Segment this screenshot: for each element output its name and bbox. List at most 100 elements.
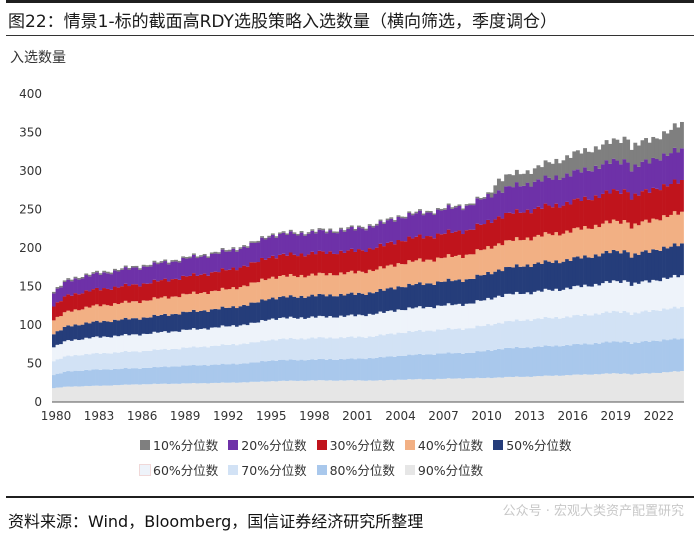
area-bar-70%分位数 [493, 323, 498, 350]
area-bar-80%分位数 [557, 346, 562, 376]
area-bar-40%分位数 [285, 276, 290, 298]
area-bar-10%分位数 [120, 268, 125, 270]
area-bar-80%分位数 [84, 369, 89, 386]
area-bar-90%分位数 [575, 374, 580, 402]
area-bar-50%分位数 [536, 262, 541, 291]
area-bar-50%分位数 [267, 299, 272, 320]
area-bar-40%分位数 [59, 316, 64, 331]
area-bar-30%分位数 [665, 186, 670, 218]
area-bar-40%分位数 [281, 275, 286, 297]
area-bar-20%分位数 [482, 198, 487, 225]
area-bar-70%分位数 [435, 329, 440, 354]
area-bar-50%分位数 [116, 320, 121, 337]
area-bar-50%分位数 [543, 260, 548, 289]
area-bar-60%分位数 [479, 300, 483, 327]
area-bar-30%分位数 [209, 272, 214, 292]
area-bar-70%分位数 [152, 349, 157, 367]
area-bar-10%分位数 [206, 256, 211, 258]
area-bar-30%分位数 [475, 223, 480, 250]
area-bar-30%分位数 [507, 212, 512, 241]
area-bar-80%分位数 [260, 361, 265, 382]
area-bar-90%分位数 [374, 380, 379, 402]
area-bar-20%分位数 [209, 254, 214, 273]
area-bar-40%分位数 [572, 228, 577, 258]
area-bar-80%分位数 [468, 352, 473, 379]
area-bar-50%分位数 [353, 294, 358, 317]
area-bar-60%分位数 [299, 317, 304, 339]
area-bar-30%分位数 [658, 190, 663, 221]
area-bar-90%分位数 [611, 373, 616, 402]
area-bar-80%分位数 [561, 345, 566, 376]
area-bar-50%分位数 [590, 257, 595, 287]
area-bar-30%分位数 [496, 216, 501, 244]
area-bar-20%分位数 [299, 232, 304, 254]
area-bar-20%分位数 [468, 205, 473, 230]
area-bar-90%分位数 [378, 380, 383, 402]
area-bar-70%分位数 [479, 326, 483, 352]
area-bar-30%分位数 [504, 212, 509, 241]
area-bar-60%分位数 [486, 297, 491, 325]
area-bar-60%分位数 [550, 290, 555, 319]
y-tick-label: 200 [19, 241, 42, 255]
area-bar-70%分位数 [446, 327, 451, 353]
area-bar-50%分位数 [270, 297, 275, 319]
area-bar-70%分位数 [457, 328, 462, 353]
area-bar-90%分位数 [105, 385, 110, 402]
area-bar-20%分位数 [557, 179, 562, 208]
area-bar-50%分位数 [73, 324, 78, 340]
area-bar-80%分位数 [134, 368, 139, 385]
area-bar-30%分位数 [113, 286, 117, 304]
area-bar-50%分位数 [367, 292, 372, 314]
area-bar-60%分位数 [353, 316, 358, 338]
area-bar-10%分位数 [629, 149, 634, 172]
area-bar-20%分位数 [170, 261, 175, 280]
area-bar-30%分位数 [586, 199, 591, 229]
area-bar-90%分位数 [134, 384, 139, 402]
area-bar-10%分位数 [636, 145, 641, 167]
area-bar-10%分位数 [482, 197, 487, 199]
area-bar-90%分位数 [392, 380, 397, 402]
area-bar-60%分位数 [647, 282, 652, 312]
area-bar-80%分位数 [522, 347, 526, 377]
area-bar-20%分位数 [568, 176, 573, 205]
area-bar-90%分位数 [425, 379, 430, 402]
area-bar-80%分位数 [360, 358, 365, 381]
area-bar-70%分位数 [296, 339, 300, 361]
area-bar-80%分位数 [195, 365, 200, 384]
area-bar-40%分位数 [306, 275, 311, 297]
area-bar-80%分位数 [662, 339, 666, 373]
area-bar-70%分位数 [113, 352, 117, 369]
area-bar-40%分位数 [263, 280, 268, 301]
area-bar-50%分位数 [453, 280, 458, 305]
area-bar-70%分位数 [317, 337, 322, 359]
area-bar-60%分位数 [636, 283, 641, 314]
area-bar-90%分位数 [511, 377, 516, 402]
area-bar-40%分位数 [84, 306, 89, 323]
area-bar-10%分位数 [105, 271, 110, 274]
area-bar-70%分位数 [626, 312, 631, 342]
area-bar-80%分位数 [220, 363, 225, 383]
area-bar-50%分位数 [680, 243, 684, 276]
area-bar-80%分位数 [166, 367, 171, 385]
area-bar-10%分位数 [572, 151, 577, 171]
area-bar-50%分位数 [260, 299, 265, 321]
area-bar-40%分位数 [461, 257, 465, 282]
area-bar-80%分位数 [120, 368, 125, 385]
area-bar-90%分位数 [116, 385, 121, 402]
area-bar-90%分位数 [396, 379, 401, 402]
area-bar-30%分位数 [403, 241, 408, 265]
area-bar-80%分位数 [676, 339, 681, 372]
area-bar-60%分位数 [547, 289, 552, 318]
area-bar-60%分位数 [130, 334, 135, 352]
area-bar-40%分位数 [353, 273, 358, 295]
area-bar-70%分位数 [274, 340, 279, 361]
area-bar-40%分位数 [199, 293, 204, 311]
area-bar-30%分位数 [514, 209, 519, 238]
area-bar-10%分位数 [439, 208, 444, 211]
area-bar-50%分位数 [389, 287, 394, 311]
area-bar-30%分位数 [511, 213, 516, 241]
area-bar-80%分位数 [177, 366, 182, 384]
area-bar-60%分位数 [428, 306, 433, 331]
area-bar-60%分位数 [331, 317, 336, 339]
area-bar-80%分位数 [321, 359, 326, 381]
